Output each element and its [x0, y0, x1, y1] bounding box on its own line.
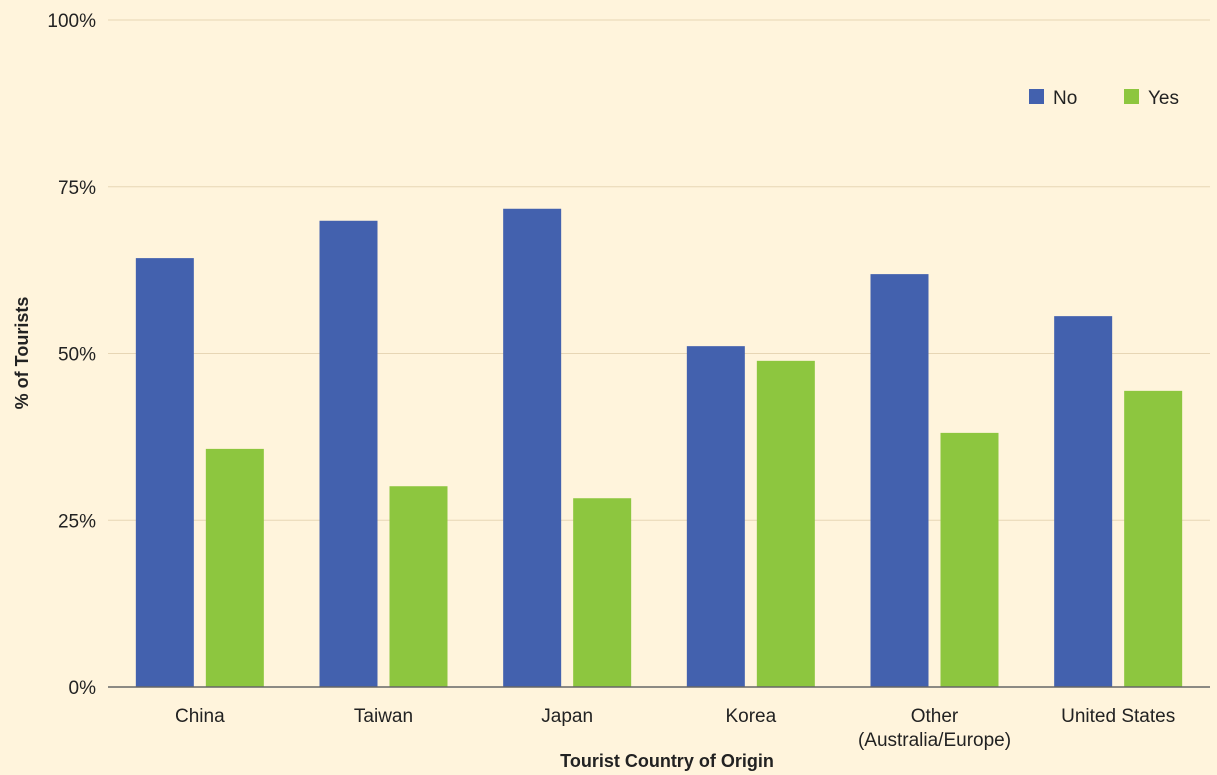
bar-yes-2 [573, 498, 632, 687]
y-tick-label: 75% [58, 178, 96, 199]
gridlines [108, 19, 1210, 521]
y-tick-label: 100% [47, 11, 96, 32]
bar-no-3 [686, 346, 745, 687]
bar-no-4 [870, 274, 929, 687]
legend-label-yes: Yes [1148, 88, 1179, 109]
y-tick-label: 25% [58, 511, 96, 532]
legend-swatch-yes [1124, 89, 1139, 104]
legend: No Yes [1029, 88, 1179, 109]
y-axis-title: % of Tourists [12, 297, 32, 410]
y-axis-ticks: 0% 25% 50% 75% 100% [47, 11, 96, 699]
x-axis-categories: China Taiwan Japan Korea Other (Australia/Eur… [175, 706, 1175, 751]
bar-no-0 [135, 258, 194, 687]
x-category-label: United States [1061, 706, 1175, 727]
legend-swatch-no [1029, 89, 1044, 104]
bar-yes-0 [205, 448, 264, 687]
x-category-label: China [175, 706, 225, 727]
bar-yes-4 [940, 432, 999, 687]
x-category-label: Japan [541, 706, 593, 727]
y-tick-label: 50% [58, 345, 96, 366]
bar-no-5 [1054, 316, 1113, 687]
x-category-label: Other (Australia/Europe) [858, 706, 1011, 751]
bar-no-1 [319, 220, 378, 687]
bar-yes-1 [389, 486, 448, 687]
x-category-label: Korea [725, 706, 776, 727]
bars [135, 208, 1183, 688]
bar-yes-5 [1124, 390, 1183, 687]
x-axis-title: Tourist Country of Origin [560, 751, 774, 771]
y-tick-label: 0% [69, 678, 97, 699]
bar-no-2 [503, 208, 562, 688]
bar-yes-3 [756, 360, 815, 687]
legend-label-no: No [1053, 88, 1077, 109]
x-category-label: Taiwan [354, 706, 413, 727]
